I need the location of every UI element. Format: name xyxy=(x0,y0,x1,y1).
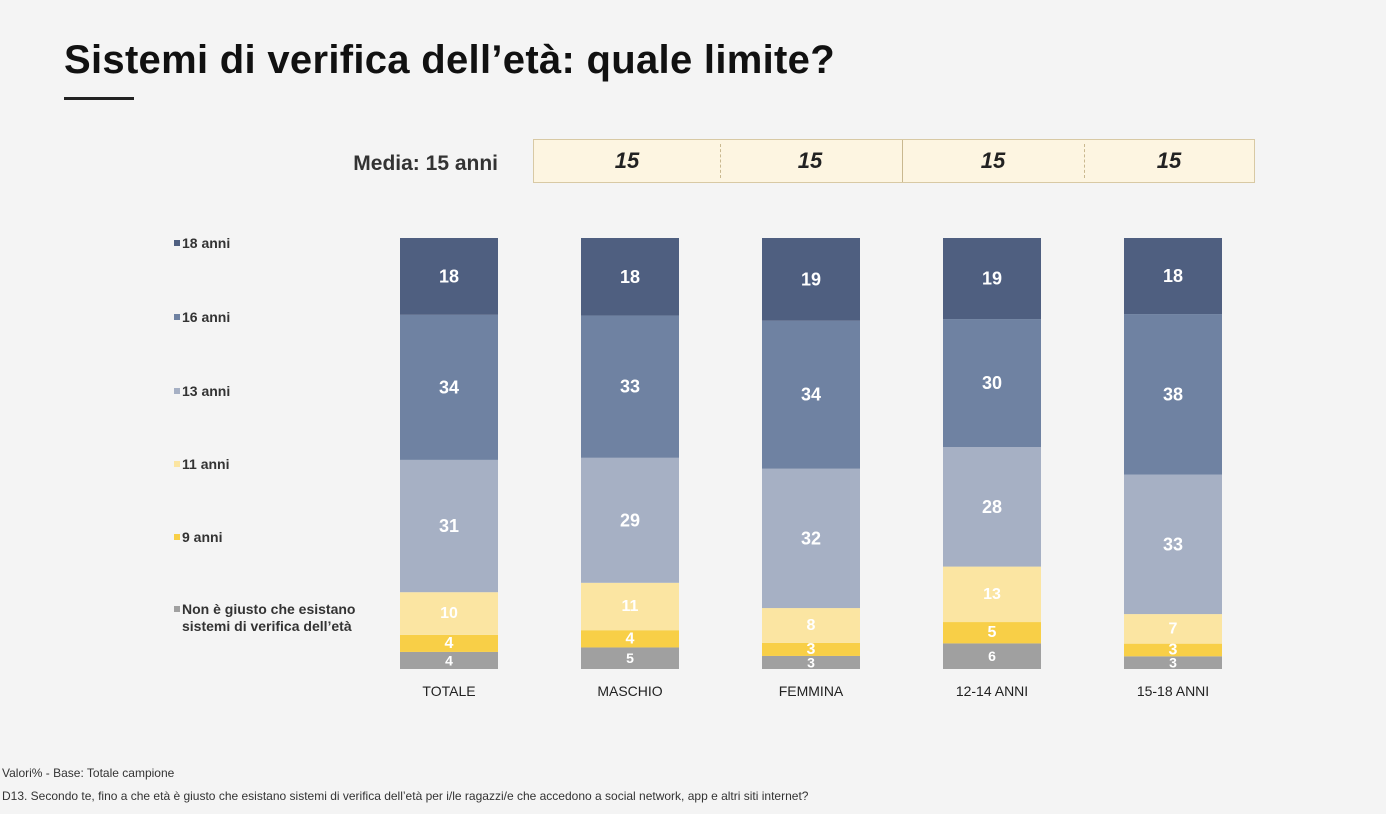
segment-value-label: 34 xyxy=(801,385,821,405)
bar-segment xyxy=(581,315,679,458)
segment-value-label: 3 xyxy=(1169,641,1178,658)
legend-swatch xyxy=(174,461,180,467)
bar-segment xyxy=(762,468,860,609)
media-value-totale: 15 xyxy=(614,148,640,173)
legend-item-18: 18 anni xyxy=(174,235,231,252)
legend-item-11: 11 anni xyxy=(174,456,230,473)
bar-segment xyxy=(581,457,679,583)
legend-swatch xyxy=(174,534,180,540)
media-label: Media: 15 anni xyxy=(353,152,498,175)
bar-segment xyxy=(1124,656,1222,669)
category-label: 12-14 ANNI xyxy=(956,683,1028,699)
segment-value-label: 5 xyxy=(988,624,997,641)
bar-segment xyxy=(400,634,498,652)
segment-value-label: 31 xyxy=(439,516,459,536)
segment-value-label: 38 xyxy=(1163,384,1183,404)
segment-value-label: 19 xyxy=(801,269,821,289)
media-divider xyxy=(902,140,903,182)
bar-segment xyxy=(943,643,1041,669)
segment-value-label: 19 xyxy=(982,269,1002,289)
category-label: MASCHIO xyxy=(597,683,662,699)
legend-swatch xyxy=(174,388,180,394)
bar-segment xyxy=(581,582,679,631)
title-underline xyxy=(64,97,134,100)
bar-segment xyxy=(400,238,498,315)
bar-segment xyxy=(943,238,1041,320)
segment-value-label: 3 xyxy=(807,654,815,670)
page-title: Sistemi di verifica dell’età: quale limi… xyxy=(64,38,835,82)
segment-value-label: 3 xyxy=(1169,655,1177,671)
segment-value-label: 33 xyxy=(1163,534,1183,554)
segment-value-label: 18 xyxy=(439,266,459,286)
category-label: 15-18 ANNI xyxy=(1137,683,1209,699)
bar-segment xyxy=(943,622,1041,644)
segment-value-label: 6 xyxy=(988,648,996,664)
legend-item-16: 16 anni xyxy=(174,309,231,326)
segment-value-label: 28 xyxy=(982,497,1002,517)
segment-value-label: 10 xyxy=(440,605,458,622)
bar-segment xyxy=(581,630,679,648)
media-value-12-14: 15 xyxy=(980,148,1006,173)
segment-value-label: 13 xyxy=(983,586,1001,603)
legend-label: 18 anni xyxy=(182,235,231,251)
segment-value-label: 4 xyxy=(445,635,454,652)
bar-segment xyxy=(943,447,1041,567)
legend-label: Non è giusto che esistano sistemi di ver… xyxy=(182,601,356,634)
segment-value-label: 3 xyxy=(807,641,816,658)
bar-segment xyxy=(762,320,860,469)
bar-segment xyxy=(943,319,1041,448)
legend-swatch xyxy=(174,240,180,246)
bar-segment xyxy=(400,592,498,635)
segment-value-label: 33 xyxy=(620,377,640,397)
media-divider xyxy=(720,144,721,178)
segment-value-label: 32 xyxy=(801,528,821,548)
bar-segment xyxy=(762,608,860,643)
segment-value-label: 34 xyxy=(439,377,459,397)
footnote-base: Valori% - Base: Totale campione xyxy=(2,766,175,780)
bar-segment xyxy=(581,647,679,669)
bar-segment xyxy=(400,314,498,460)
segment-value-label: 5 xyxy=(626,650,634,666)
segment-value-label: 8 xyxy=(807,617,816,634)
bar-segment xyxy=(1124,474,1222,615)
segment-value-label: 18 xyxy=(1163,266,1183,286)
bar-segment xyxy=(1124,614,1222,644)
segment-value-label: 30 xyxy=(982,373,1002,393)
bar-segment xyxy=(943,566,1041,623)
legend-label: 16 anni xyxy=(182,309,231,325)
legend-item-13: 13 anni xyxy=(174,383,231,400)
bar-segment xyxy=(762,238,860,321)
bar-segment xyxy=(581,238,679,316)
segment-value-label: 11 xyxy=(622,598,639,615)
bar-segment xyxy=(1124,643,1222,657)
legend-label: 9 anni xyxy=(182,529,223,545)
segment-value-label: 4 xyxy=(445,652,453,668)
legend-item-non-giusto: Non è giusto che esistano sistemi di ver… xyxy=(174,601,362,635)
bar-segment xyxy=(400,651,498,669)
bar-segment xyxy=(1124,314,1222,475)
category-label: FEMMINA xyxy=(779,683,844,699)
bar-segment xyxy=(1124,238,1222,315)
legend-swatch xyxy=(174,606,180,612)
legend-label: 13 anni xyxy=(182,383,231,399)
media-value-15-18: 15 xyxy=(1156,148,1182,173)
segment-value-label: 4 xyxy=(626,630,635,647)
segment-value-label: 29 xyxy=(620,510,640,530)
segment-value-label: 7 xyxy=(1169,620,1178,637)
segment-value-label: 18 xyxy=(620,267,640,287)
bar-segment xyxy=(762,655,860,669)
footnote-question: D13. Secondo te, fino a che età è giusto… xyxy=(2,789,809,803)
legend-label: 11 anni xyxy=(182,456,230,472)
legend-item-9: 9 anni xyxy=(174,529,223,546)
bar-segment xyxy=(400,459,498,593)
legend-swatch xyxy=(174,314,180,320)
media-box: 15 15 15 15 xyxy=(533,139,1255,183)
media-divider xyxy=(1084,144,1085,178)
media-value-maschio: 15 xyxy=(797,148,823,173)
category-label: TOTALE xyxy=(422,683,475,699)
bar-segment xyxy=(762,642,860,656)
